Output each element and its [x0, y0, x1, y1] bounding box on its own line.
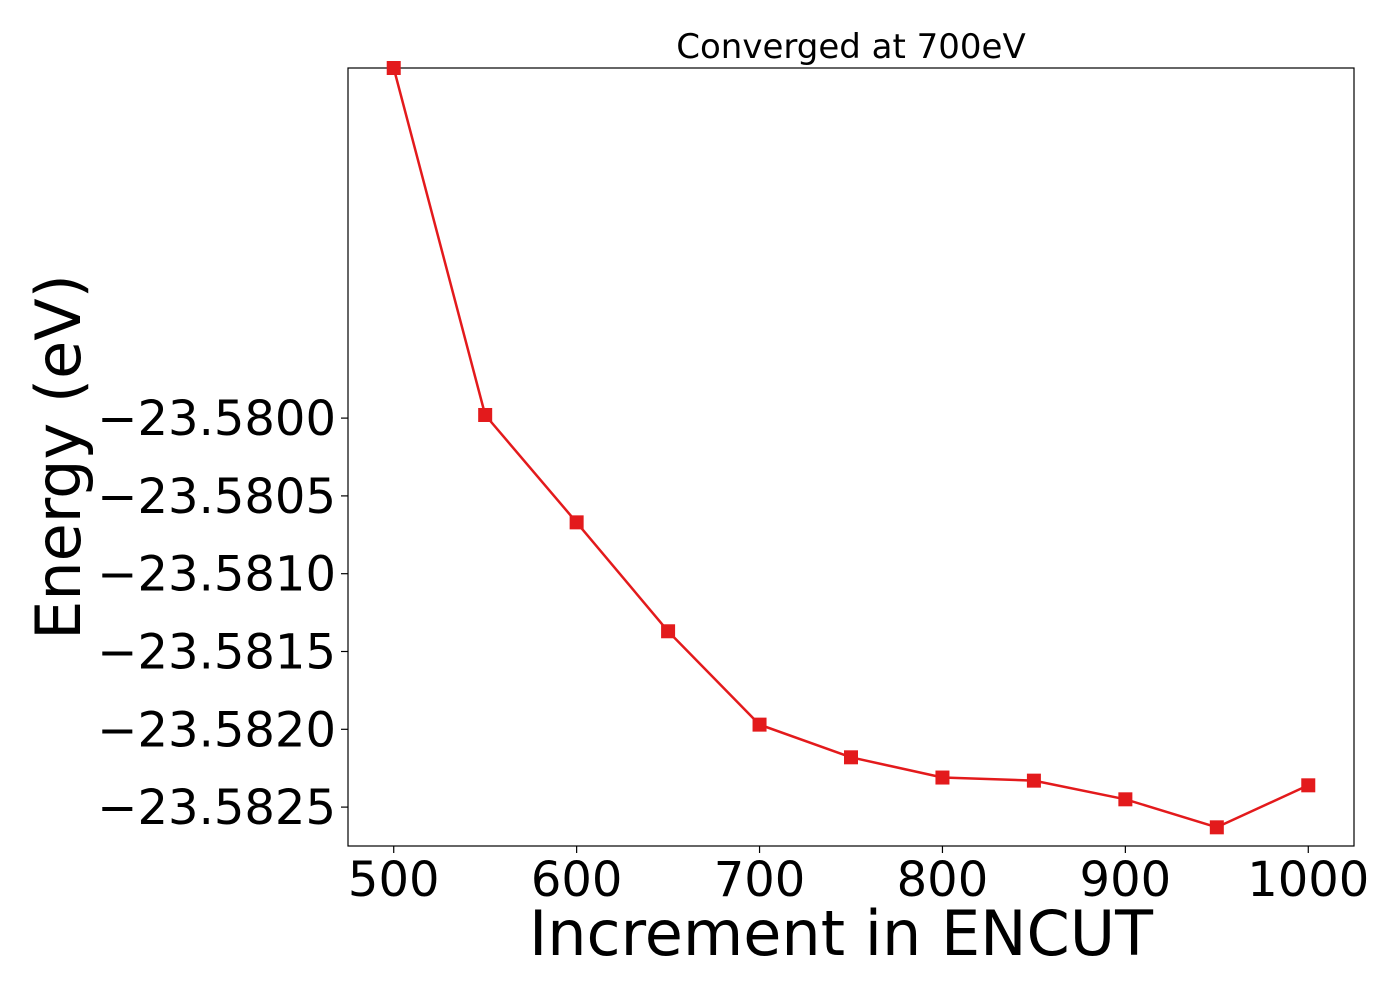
x-tick-label: 700: [714, 852, 806, 908]
y-tick-label: −23.5810: [97, 547, 336, 603]
x-tick-label: 900: [1080, 852, 1172, 908]
x-axis: 500 600 700 800 900 1000: [348, 846, 1369, 908]
y-axis-label: Energy (eV): [22, 274, 95, 640]
data-point-marker: [1026, 773, 1041, 788]
data-point-marker: [478, 407, 493, 422]
y-tick-label: −23.5815: [97, 625, 336, 681]
data-point-marker: [1301, 778, 1316, 793]
x-tick-label: 800: [897, 852, 989, 908]
series-layer: [386, 61, 1316, 835]
x-axis-label: Increment in ENCUT: [529, 897, 1154, 970]
chart-title: Converged at 700eV: [676, 27, 1025, 67]
y-tick-label: −23.5825: [97, 780, 336, 836]
y-axis: −23.5800 −23.5805 −23.5810 −23.5815 −23.5820…: [97, 391, 348, 836]
x-tick-label: 600: [531, 852, 623, 908]
data-point-marker: [935, 770, 950, 785]
x-tick-label: 500: [348, 852, 440, 908]
data-point-marker: [1118, 792, 1133, 807]
plot-area: [347, 67, 1355, 847]
data-point-marker: [1209, 820, 1224, 835]
data-point-marker: [661, 624, 676, 639]
data-point-marker: [752, 717, 767, 732]
series-line: [392, 67, 1309, 829]
data-point-marker: [386, 61, 401, 75]
y-tick-label: −23.5805: [97, 469, 336, 525]
x-tick-label: 1000: [1247, 852, 1369, 908]
data-point-marker: [844, 750, 858, 765]
data-point-marker: [569, 515, 584, 530]
y-tick-label: −23.5820: [97, 702, 336, 758]
y-tick-label: −23.5800: [97, 391, 336, 447]
